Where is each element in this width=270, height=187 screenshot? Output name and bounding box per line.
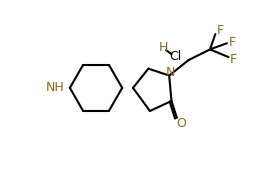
- Text: H: H: [159, 41, 168, 54]
- Text: F: F: [217, 24, 224, 37]
- Text: F: F: [230, 53, 237, 66]
- Text: Cl: Cl: [169, 50, 181, 63]
- Text: N: N: [165, 66, 175, 79]
- Text: O: O: [176, 117, 186, 130]
- Text: F: F: [229, 36, 236, 49]
- Text: NH: NH: [46, 81, 65, 94]
